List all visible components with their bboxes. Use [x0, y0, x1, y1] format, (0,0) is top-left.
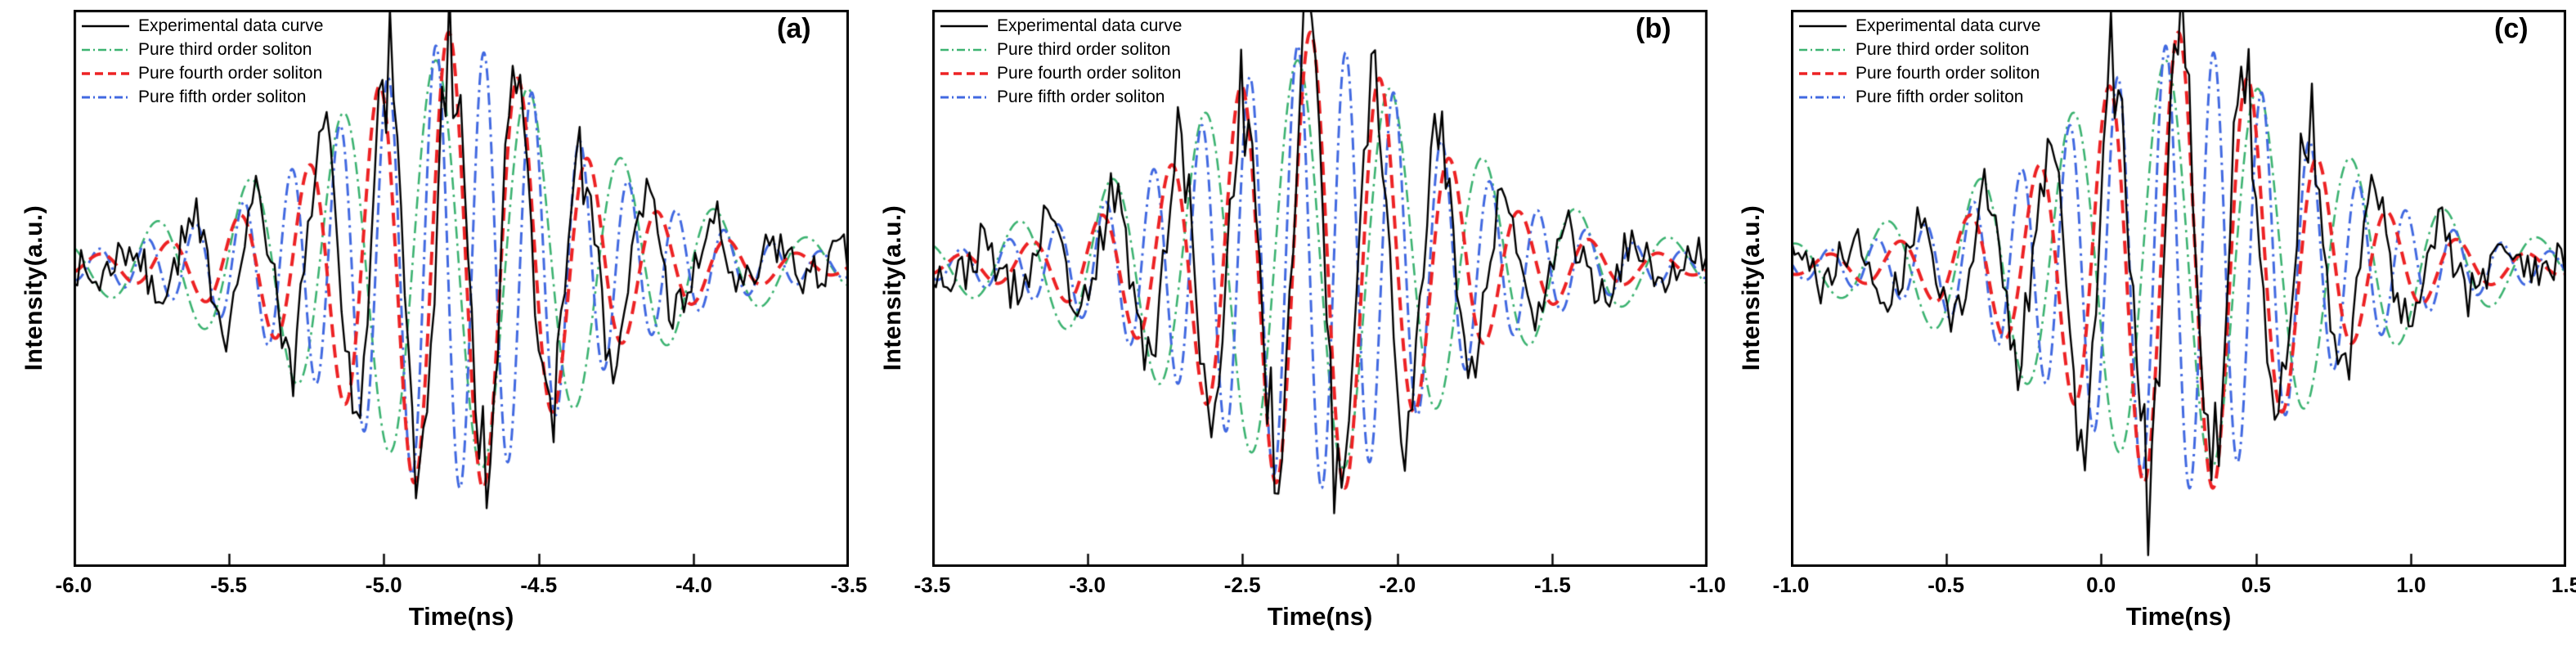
legend-item: Pure fifth order soliton — [80, 86, 323, 108]
plot-canvas — [932, 10, 1708, 567]
y-axis-label: Intensity(a.u.) — [20, 204, 47, 371]
legend-item-label: Pure fifth order soliton — [997, 87, 1165, 106]
legend-item-label: Pure third order soliton — [1856, 39, 2030, 59]
legend-line-swatch — [940, 96, 988, 98]
legend-line-swatch — [82, 25, 129, 27]
legend-line-swatch — [82, 96, 129, 98]
panel-a: Intensity(a.u.) Experimental data curve P… — [0, 0, 868, 656]
legend-item: Pure fifth order soliton — [1797, 86, 2040, 108]
panel-label: (a) — [777, 13, 811, 44]
legend-item-label: Pure fourth order soliton — [997, 63, 1182, 83]
legend-line-swatch — [940, 48, 988, 51]
panel-b: Intensity(a.u.) Experimental data curve P… — [859, 0, 1726, 656]
y-axis-label: Intensity(a.u.) — [879, 204, 906, 371]
x-tick-label: 1.0 — [2396, 573, 2426, 597]
x-tick-label: -0.5 — [1928, 573, 1964, 597]
x-tick-label: -1.0 — [1689, 573, 1726, 597]
legend-line-swatch — [940, 25, 988, 27]
panel-c: Intensity(a.u.) Experimental data curve P… — [1717, 0, 2576, 656]
x-tick-labels: -6.0 -5.5 -5.0 -4.5 -4.0 -3.5 — [56, 573, 868, 600]
plot-canvas — [1791, 10, 2566, 567]
legend-item: Experimental data curve — [80, 15, 323, 37]
legend-item-label: Pure fifth order soliton — [1856, 87, 2024, 106]
legend-item-label: Pure fourth order soliton — [138, 63, 323, 83]
x-tick-label: 0.5 — [2241, 573, 2271, 597]
legend-item-label: Pure fifth order soliton — [138, 87, 307, 106]
x-tick-label: -2.0 — [1379, 573, 1416, 597]
x-axis-label: Time(ns) — [408, 602, 514, 631]
x-tick-label: -5.5 — [210, 573, 247, 597]
legend: Experimental data curve Pure third order … — [1797, 15, 2040, 108]
legend-line-swatch — [1799, 25, 1847, 27]
x-tick-label: 1.5 — [2551, 573, 2576, 597]
legend-item: Pure fourth order soliton — [1797, 62, 2040, 84]
x-tick-label: -5.0 — [365, 573, 402, 597]
y-axis-label: Intensity(a.u.) — [1738, 204, 1765, 371]
x-axis-label: Time(ns) — [1267, 602, 1373, 631]
legend-item: Pure third order soliton — [939, 38, 1182, 61]
legend-item: Pure fourth order soliton — [939, 62, 1182, 84]
legend-item-label: Pure third order soliton — [997, 39, 1171, 59]
x-tick-label: -1.0 — [1772, 573, 1810, 597]
x-tick-label: -3.0 — [1069, 573, 1106, 597]
legend-item: Pure third order soliton — [80, 38, 323, 61]
x-tick-label: -3.5 — [913, 573, 951, 597]
legend-line-swatch — [1799, 96, 1847, 98]
legend-item-label: Experimental data curve — [1856, 16, 2041, 35]
legend-item-label: Experimental data curve — [138, 16, 324, 35]
legend-line-swatch — [1799, 71, 1847, 75]
plot-canvas — [74, 10, 849, 567]
legend: Experimental data curve Pure third order … — [939, 15, 1182, 108]
x-tick-label: -3.5 — [830, 573, 868, 597]
legend-item: Experimental data curve — [1797, 15, 2040, 37]
x-tick-label: -4.5 — [520, 573, 558, 597]
legend-line-swatch — [82, 48, 129, 51]
x-tick-label: -4.0 — [675, 573, 712, 597]
x-tick-labels: -1.0 -0.5 0.0 0.5 1.0 1.5 — [1773, 573, 2576, 600]
legend-item-label: Pure fourth order soliton — [1856, 63, 2040, 83]
x-tick-labels: -3.5 -3.0 -2.5 -2.0 -1.5 -1.0 — [914, 573, 1726, 600]
legend-line-swatch — [1799, 48, 1847, 51]
legend-line-swatch — [82, 71, 129, 75]
legend: Experimental data curve Pure third order … — [80, 15, 323, 108]
x-tick-label: 0.0 — [2086, 573, 2116, 597]
legend-line-swatch — [940, 71, 988, 75]
panel-label: (b) — [1636, 13, 1672, 44]
legend-item-label: Experimental data curve — [997, 16, 1183, 35]
legend-item: Pure fifth order soliton — [939, 86, 1182, 108]
legend-item: Pure fourth order soliton — [80, 62, 323, 84]
legend-item: Experimental data curve — [939, 15, 1182, 37]
panel-label: (c) — [2494, 13, 2529, 44]
x-tick-label: -1.5 — [1533, 573, 1571, 597]
x-tick-label: -2.5 — [1223, 573, 1261, 597]
legend-item: Pure third order soliton — [1797, 38, 2040, 61]
x-tick-label: -6.0 — [55, 573, 92, 597]
x-axis-label: Time(ns) — [2125, 602, 2232, 631]
legend-item-label: Pure third order soliton — [138, 39, 312, 59]
